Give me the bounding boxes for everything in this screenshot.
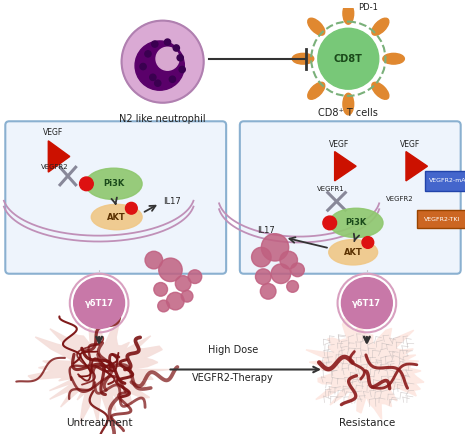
Text: VEGFR2: VEGFR2: [386, 197, 414, 202]
Circle shape: [156, 47, 179, 70]
Text: γδT17: γδT17: [85, 299, 114, 307]
Ellipse shape: [343, 3, 354, 24]
Circle shape: [135, 41, 184, 90]
Circle shape: [155, 80, 161, 86]
Text: VEGF: VEGF: [329, 140, 349, 149]
Text: PD-1: PD-1: [358, 3, 378, 12]
Text: VEGFR2: VEGFR2: [40, 164, 68, 170]
Text: Pi3K: Pi3K: [346, 218, 367, 228]
Circle shape: [188, 270, 202, 283]
Text: VEGFR2-Therapy: VEGFR2-Therapy: [192, 373, 274, 383]
Ellipse shape: [343, 93, 354, 115]
Text: VEGFR2-mAb: VEGFR2-mAb: [429, 178, 471, 184]
Circle shape: [158, 300, 170, 312]
Text: IL17: IL17: [257, 226, 275, 235]
Circle shape: [122, 20, 204, 103]
Circle shape: [255, 269, 271, 284]
Circle shape: [159, 258, 182, 282]
Text: IL17: IL17: [163, 197, 181, 206]
Text: VEGFR1: VEGFR1: [317, 186, 345, 192]
Text: VEGF: VEGF: [44, 128, 64, 137]
Polygon shape: [306, 319, 424, 419]
Circle shape: [291, 263, 304, 277]
Circle shape: [323, 216, 337, 230]
Circle shape: [280, 251, 298, 269]
Circle shape: [261, 234, 289, 261]
Circle shape: [341, 278, 392, 328]
Text: CD8⁺ T cells: CD8⁺ T cells: [319, 108, 378, 118]
Ellipse shape: [372, 82, 389, 99]
Circle shape: [175, 276, 191, 291]
Polygon shape: [406, 152, 428, 181]
Circle shape: [140, 63, 146, 70]
Text: Pi3K: Pi3K: [103, 179, 124, 188]
Circle shape: [177, 54, 183, 61]
Circle shape: [252, 247, 271, 267]
Text: γδT17: γδT17: [352, 299, 382, 307]
Circle shape: [80, 177, 93, 191]
Circle shape: [181, 290, 193, 302]
Circle shape: [126, 202, 137, 214]
FancyBboxPatch shape: [417, 210, 467, 228]
Circle shape: [154, 283, 167, 296]
Polygon shape: [28, 319, 170, 424]
Circle shape: [73, 278, 125, 328]
Circle shape: [169, 76, 175, 82]
Ellipse shape: [292, 53, 314, 64]
Circle shape: [318, 28, 379, 89]
Ellipse shape: [329, 239, 378, 265]
FancyBboxPatch shape: [240, 121, 461, 274]
Text: Untreatment: Untreatment: [66, 418, 132, 428]
Circle shape: [152, 41, 158, 47]
Circle shape: [164, 39, 171, 45]
Ellipse shape: [383, 53, 404, 64]
Ellipse shape: [329, 208, 383, 238]
Circle shape: [287, 281, 299, 292]
Circle shape: [166, 292, 184, 310]
Text: CD8T: CD8T: [334, 54, 363, 64]
Text: VEGF: VEGF: [400, 140, 420, 149]
Polygon shape: [48, 141, 70, 172]
Text: AKT: AKT: [344, 248, 363, 257]
Ellipse shape: [91, 204, 142, 230]
Ellipse shape: [85, 168, 142, 199]
Circle shape: [362, 237, 374, 249]
Text: VEGFR2-TKI: VEGFR2-TKI: [424, 217, 460, 221]
Text: N2 like neutrophil: N2 like neutrophil: [119, 114, 206, 124]
Circle shape: [145, 251, 163, 269]
Circle shape: [173, 45, 180, 51]
Circle shape: [150, 74, 156, 80]
Polygon shape: [335, 152, 356, 181]
FancyBboxPatch shape: [425, 171, 474, 191]
Ellipse shape: [308, 18, 325, 35]
Circle shape: [271, 264, 291, 283]
Ellipse shape: [308, 82, 325, 99]
Text: AKT: AKT: [107, 213, 126, 221]
Circle shape: [145, 51, 151, 57]
FancyBboxPatch shape: [5, 121, 226, 274]
Text: Resistance: Resistance: [339, 418, 395, 428]
Ellipse shape: [372, 18, 389, 35]
Circle shape: [260, 283, 276, 299]
Circle shape: [179, 66, 185, 73]
Text: High Dose: High Dose: [208, 345, 258, 355]
